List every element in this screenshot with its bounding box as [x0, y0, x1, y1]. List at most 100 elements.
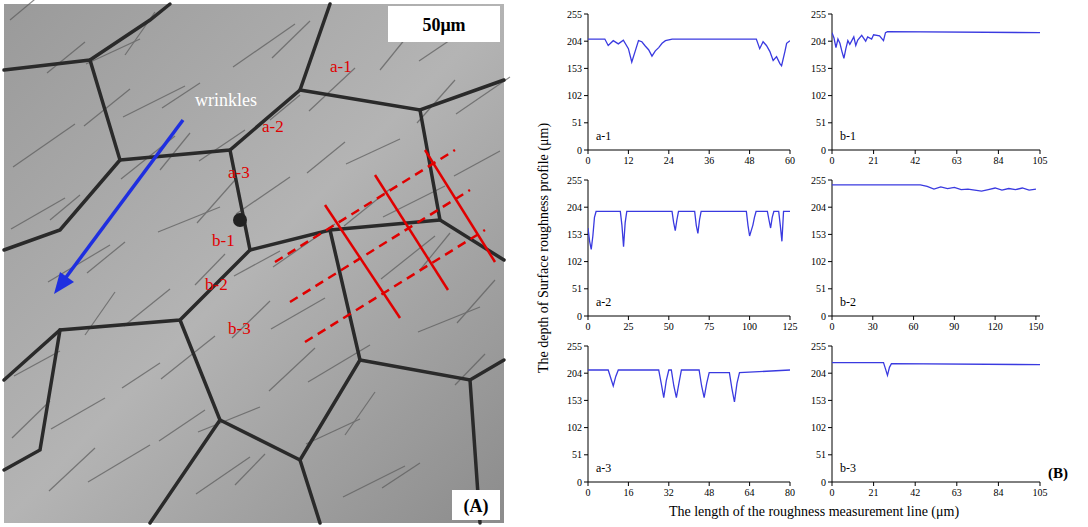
y-tick-label: 51: [816, 283, 826, 294]
x-tick: [998, 150, 999, 154]
y-axis: [832, 180, 833, 316]
x-tick: [588, 150, 589, 154]
grain-boundary: [300, 80, 504, 110]
x-tick: [628, 316, 629, 320]
subplot: 05110215320425501224364860a-1: [567, 9, 795, 167]
wrinkle: [197, 180, 235, 223]
line-label: b-2: [205, 275, 228, 294]
y-tick-label: 204: [567, 202, 582, 213]
arrow-label: wrinkles: [195, 90, 257, 110]
x-tick: [668, 150, 669, 154]
profile-line: [832, 185, 1036, 191]
y-tick-label: 153: [811, 395, 826, 406]
dashed-line: [305, 230, 485, 342]
x-tick-label: 0: [586, 321, 591, 332]
plot-area: [588, 370, 790, 402]
x-tick-label: 0: [830, 487, 835, 498]
x-tick-label: 21: [869, 487, 879, 498]
y-tick-label: 51: [816, 449, 826, 460]
x-tick: [915, 482, 916, 486]
x-tick-label: 80: [785, 487, 795, 498]
wrinkle: [271, 298, 325, 329]
wrinkle: [457, 280, 495, 323]
subplot-title: a-2: [596, 295, 611, 309]
x-tick-label: 42: [910, 155, 920, 166]
profile-line: [832, 32, 1040, 59]
line-label: a-3: [228, 163, 250, 182]
x-tick-label: 125: [783, 321, 798, 332]
x-tick: [954, 316, 955, 320]
grain-boundary: [4, 150, 250, 380]
grain-boundary: [300, 230, 360, 523]
x-tick-label: 32: [664, 487, 674, 498]
y-tick: [828, 482, 832, 483]
x-axis: [588, 150, 790, 151]
x-tick: [873, 482, 874, 486]
wrinkle: [48, 245, 110, 282]
wrinkle: [234, 251, 280, 276]
y-axis: [588, 14, 589, 150]
x-axis: [832, 482, 1040, 483]
x-tick: [1035, 316, 1036, 320]
y-tick-label: 204: [811, 368, 826, 379]
x-tick-label: 0: [830, 321, 835, 332]
x-tick: [956, 482, 957, 486]
subplot-title: a-3: [596, 461, 611, 475]
subplot: 051102153204255021426384105b-1: [811, 9, 1048, 167]
wrinkle: [235, 454, 265, 485]
x-axis: [832, 150, 1040, 151]
wrinkle: [10, 0, 40, 20]
y-tick: [828, 316, 832, 317]
x-tick-label: 30: [868, 321, 878, 332]
y-tick-label: 255: [567, 175, 582, 186]
y-tick-label: 0: [821, 477, 826, 488]
y-tick-label: 51: [572, 283, 582, 294]
x-tick: [588, 482, 589, 486]
y-tick-label: 204: [811, 36, 826, 47]
x-tick-label: 84: [993, 487, 1003, 498]
y-tick-label: 51: [572, 449, 582, 460]
y-tick: [584, 346, 588, 347]
y-tick-label: 204: [811, 202, 826, 213]
subplot: 051102153204255021426384105b-3: [811, 341, 1048, 499]
wrinkle: [158, 207, 220, 232]
y-tick: [584, 207, 588, 208]
x-tick-label: 50: [664, 321, 674, 332]
y-tick: [584, 454, 588, 455]
pore: [233, 213, 247, 227]
solid-line: [375, 175, 448, 290]
y-tick-label: 0: [821, 145, 826, 156]
y-tick-label: 255: [567, 341, 582, 352]
y-axis: [832, 346, 833, 482]
x-tick: [995, 316, 996, 320]
wrinkle: [306, 419, 360, 444]
y-tick: [828, 261, 832, 262]
y-tick: [828, 234, 832, 235]
y-tick: [828, 150, 832, 151]
x-tick: [956, 150, 957, 154]
x-tick-label: 25: [623, 321, 633, 332]
x-tick-label: 0: [830, 155, 835, 166]
wrinkle: [307, 142, 345, 173]
solid-line: [325, 205, 400, 318]
wrinkle: [51, 398, 105, 429]
wrinkle: [343, 466, 405, 497]
plot-area: [832, 185, 1036, 191]
wrinkle: [345, 392, 375, 435]
x-tick-label: 63: [952, 155, 962, 166]
x-tick: [628, 150, 629, 154]
grain-boundary: [120, 4, 330, 160]
wrinkle: [346, 139, 400, 164]
grain-boundary: [360, 360, 504, 380]
y-tick-label: 255: [811, 9, 826, 20]
plot-area: [832, 363, 1040, 376]
panel-a: a-1a-2a-3b-1b-2b-3wrinkles50μm(A): [4, 0, 510, 523]
x-tick: [1040, 150, 1041, 154]
x-tick-label: 12: [623, 155, 633, 166]
wrinkle: [122, 363, 160, 388]
x-tick-label: 63: [952, 487, 962, 498]
wrinkle: [236, 177, 290, 214]
x-tick-label: 60: [785, 155, 795, 166]
dashed-line: [275, 150, 455, 262]
y-tick: [584, 95, 588, 96]
